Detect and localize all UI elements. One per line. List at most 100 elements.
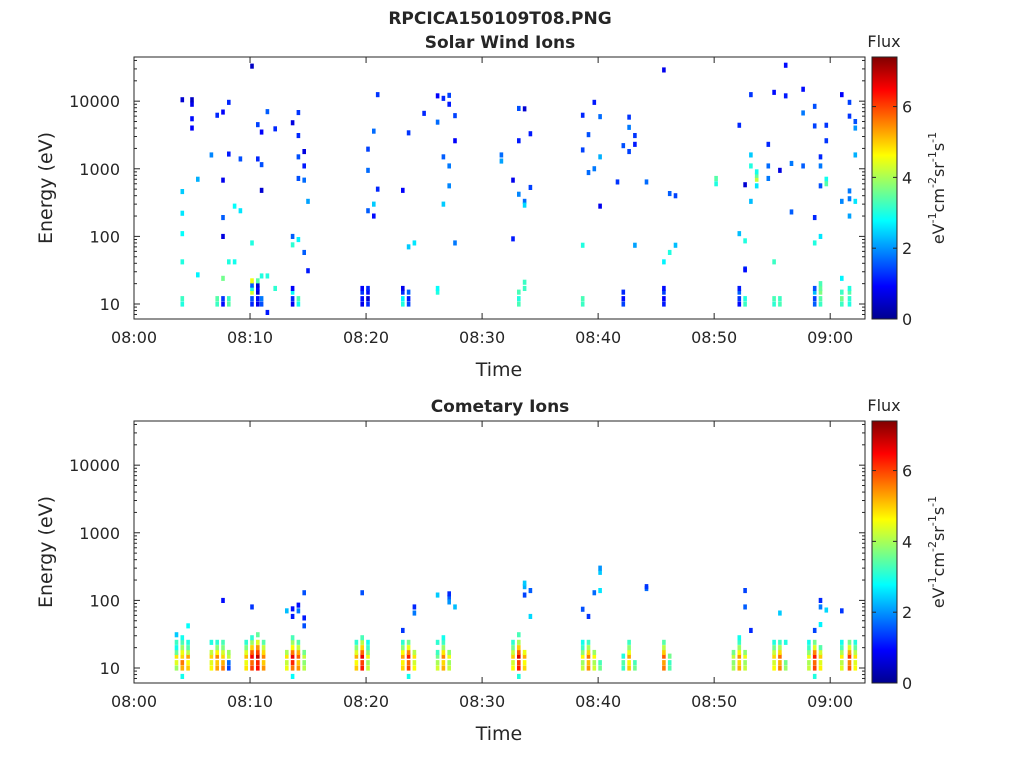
heatmap-cell [598,565,602,571]
heatmap-cell [749,152,753,158]
heatmap-cell [528,613,533,619]
heatmap-cell [180,665,185,671]
y-tick-label: 10000 [69,92,120,111]
heatmap-cell [186,623,190,629]
heatmap-cell [412,649,417,655]
heatmap-cell [290,645,295,651]
heatmap-cell [259,301,264,307]
heatmap-cell [778,296,782,302]
heatmap-cell [749,627,753,633]
heatmap-cell [180,189,185,195]
heatmap-cell [743,267,747,273]
x-axis: 08:00 08:10 08:20 08:30 08:40 08:50 09:00 [111,57,853,347]
heatmap-cell [754,176,759,182]
heatmap-cell [580,296,585,302]
heatmap-cell [807,665,811,671]
heatmap-cell [673,193,678,199]
x-tick-label: 08:00 [111,328,157,347]
heatmap-cell [847,301,852,307]
heatmap-cell [824,138,829,144]
y-tick-label: 1000 [79,524,120,543]
heatmap-cell [737,285,742,291]
heatmap-cell [598,588,602,594]
heatmap-cell [401,639,405,645]
panel-title: Solar Wind Ions [425,33,576,53]
x-axis-label: Time [475,723,523,745]
heatmap-cell [447,599,451,605]
heatmap-cell [511,649,515,655]
heatmap-cell [180,660,185,666]
heatmap-cell [824,122,829,128]
colorbar-tick-label: 6 [902,98,912,117]
heatmap-cell [528,131,533,137]
heatmap-cell [250,278,254,284]
heatmap-cell [840,653,844,659]
heatmap-cell [662,649,666,655]
heatmap-cell [522,592,527,598]
heatmap-cell [627,639,631,645]
heatmap-cell [250,665,254,671]
heatmap-cell [737,660,742,666]
heatmap-cell [818,301,823,307]
heatmap-cell [209,665,214,671]
heatmap-cell [528,184,533,190]
x-tick-label: 09:00 [807,692,853,711]
heatmap-cell [737,653,742,659]
heatmap-cell [847,649,852,655]
unit-base: sr [929,526,948,541]
heatmap-cell [296,110,301,116]
y-tick-label: 1000 [79,160,120,179]
heatmap-cell [847,665,852,671]
heatmap-cell [453,604,457,610]
heatmap-cell [778,665,782,671]
heatmap-cell [754,169,759,175]
heatmap-cell [766,163,771,169]
heatmap-cell [261,645,266,651]
heatmap-cell [227,151,231,157]
heatmap-cell [662,301,666,307]
heatmap-cell [190,125,194,131]
heatmap-cell [778,649,782,655]
heatmap-cell [840,649,844,655]
heatmap-cell [812,645,817,651]
heatmap-cell [778,167,782,173]
heatmap-cell [783,665,788,671]
heatmap-cell [812,285,817,291]
heatmap-cell [714,175,718,181]
heatmap-cell [586,660,591,666]
heatmap-cell [401,653,405,659]
heatmap-cell [256,665,260,671]
unit-exponent: -1 [926,212,939,223]
heatmap-cell [360,590,364,596]
heatmap-cell [227,649,231,655]
heatmap-cell [812,653,817,659]
heatmap-cell [296,649,301,655]
heatmap-cell [586,649,591,655]
heatmap-cell [627,114,631,120]
unit-base: s [929,507,948,515]
x-tick-label: 08:40 [575,328,621,347]
heatmap-cell [586,645,591,651]
heatmap-cell [580,660,585,666]
heatmap-cell [453,113,457,119]
heatmap-cell [290,233,295,239]
heatmap-cell [847,289,852,295]
heatmap-cell [256,282,260,288]
heatmap-cell [441,154,446,160]
heatmap-cell [737,635,742,641]
heatmap-cell [673,242,678,248]
colorbar-ticks: 0 2 4 6 [872,462,912,693]
y-tick-label: 100 [89,227,120,246]
heatmap-cell [743,588,747,594]
y-axis-label: Energy (eV) [35,496,57,608]
heatmap-cell [818,604,823,610]
heatmap-cell [174,645,179,651]
heatmap-cell [754,172,759,178]
x-tick-label: 09:00 [807,328,853,347]
heatmap-cell [766,141,771,147]
heatmap-cell [366,285,370,291]
heatmap-cell [435,289,440,295]
colorbar-tick-label: 4 [902,532,912,551]
colorbar-gradient [871,420,898,684]
heatmap-cell [447,649,451,655]
